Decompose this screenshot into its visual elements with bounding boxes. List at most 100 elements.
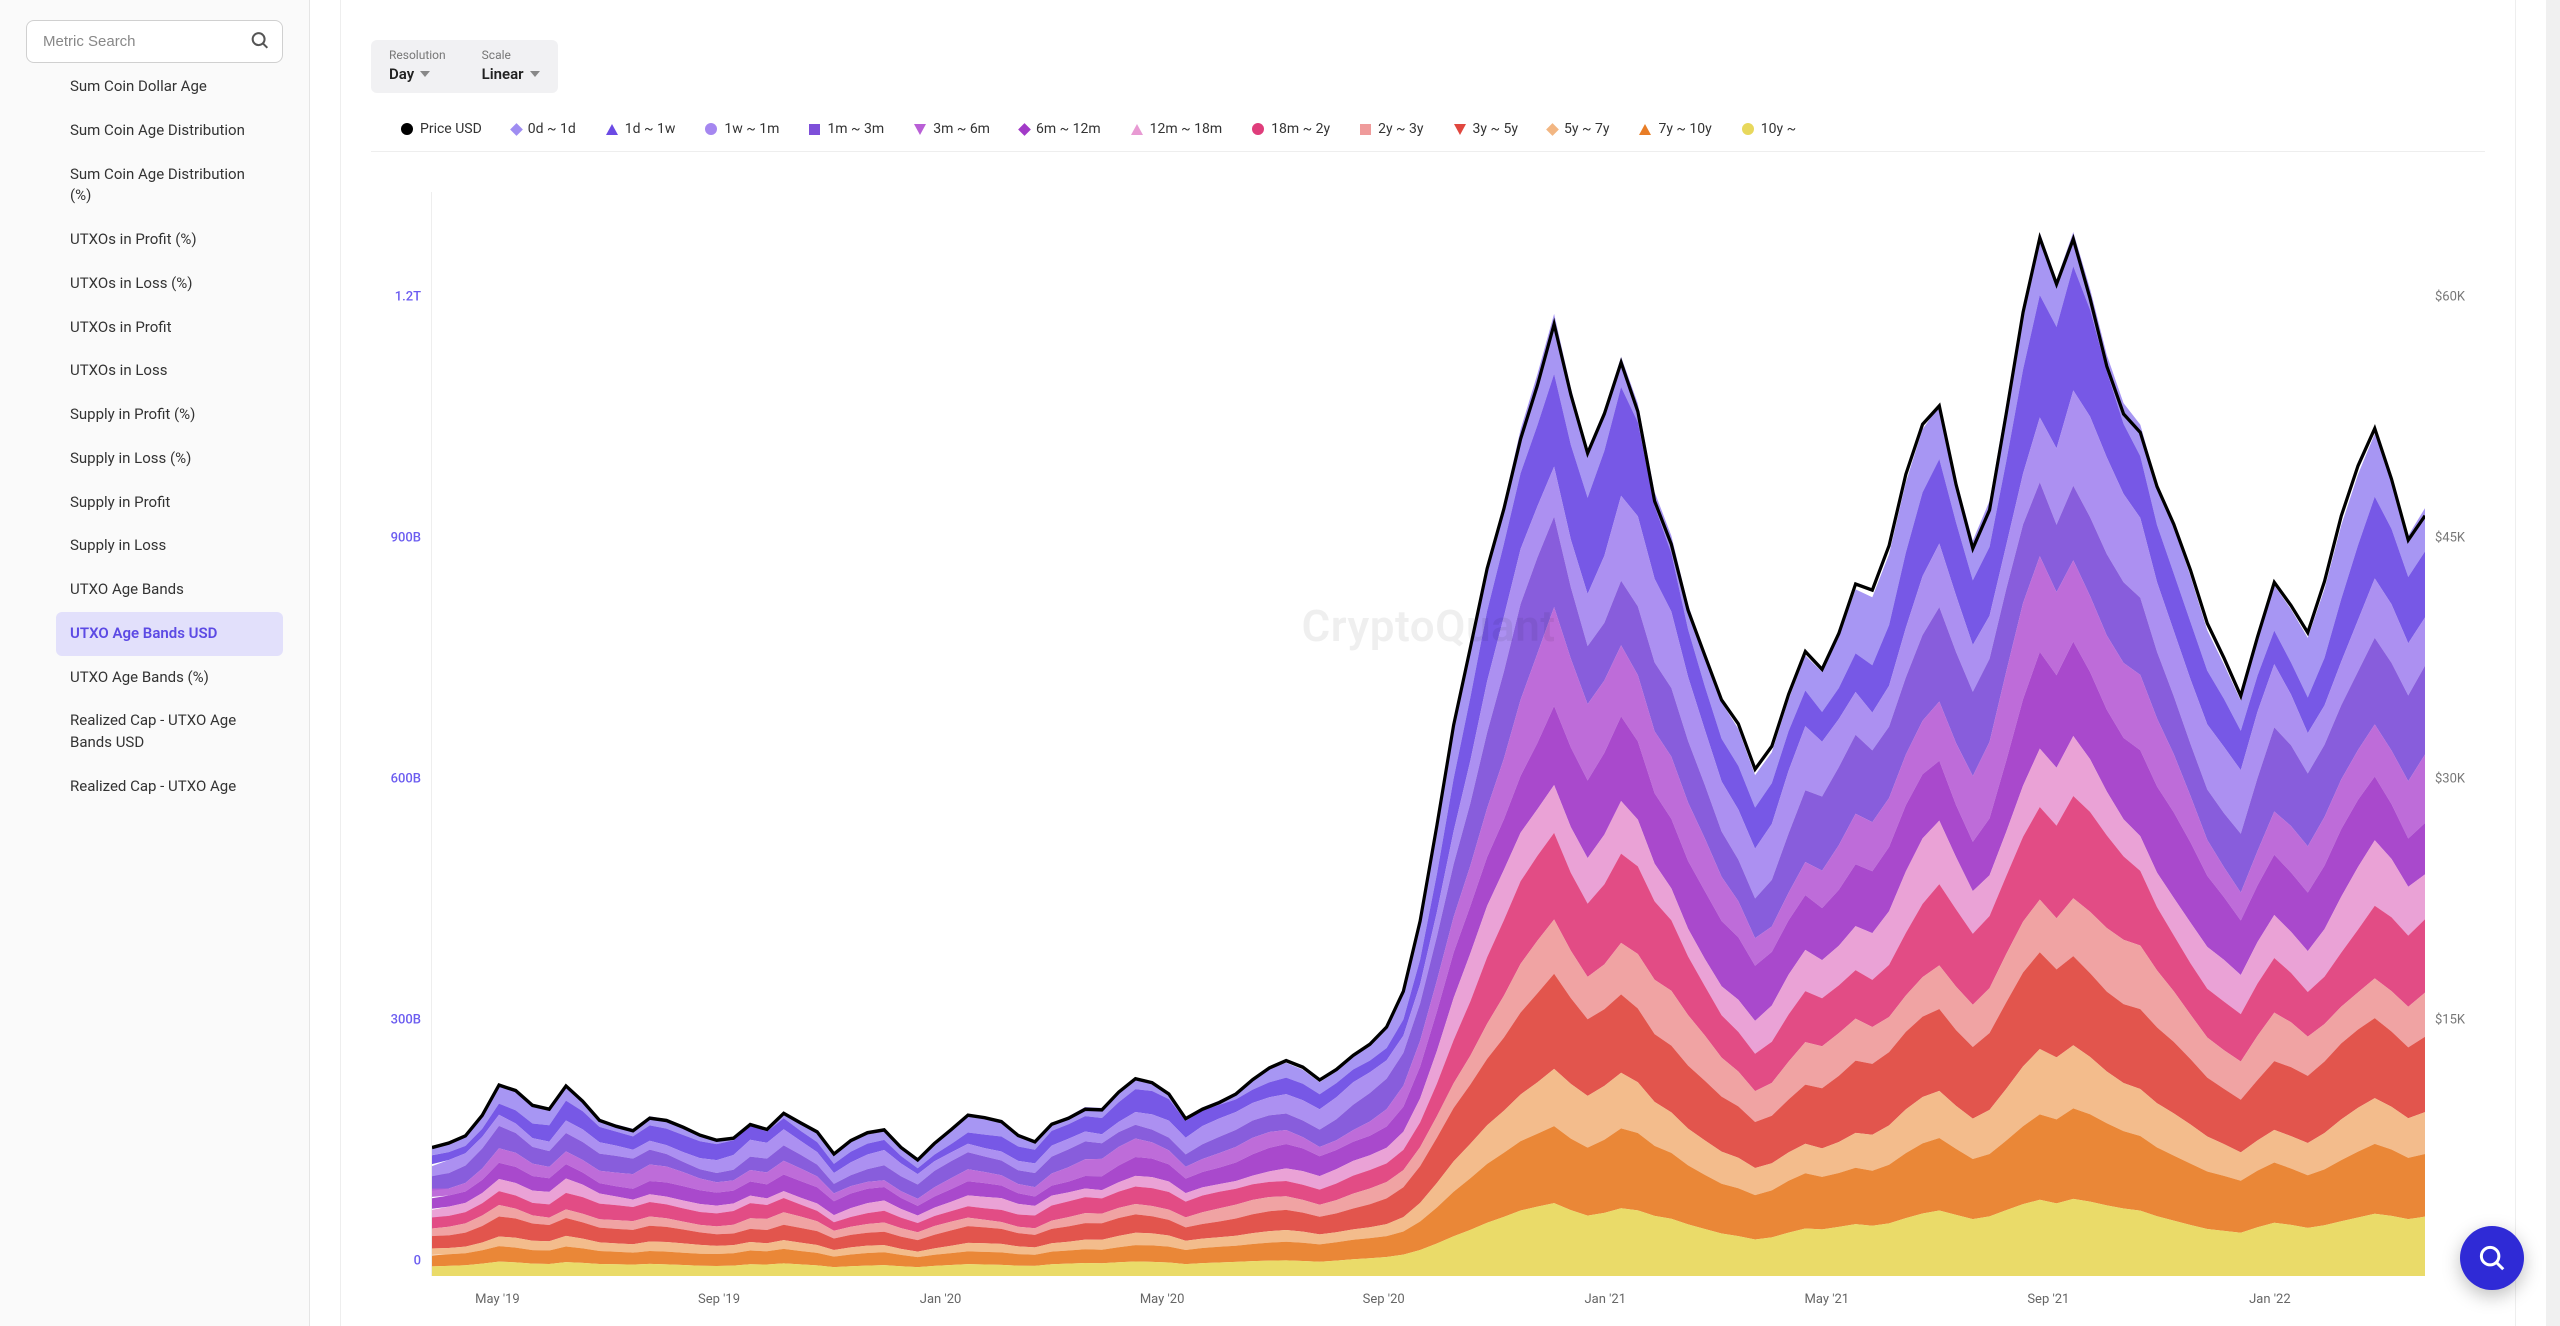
- x-tick: May '21: [1805, 1292, 1850, 1307]
- resolution-control[interactable]: Resolution Day: [371, 40, 464, 93]
- y-tick: $15K: [2435, 1013, 2465, 1028]
- y-tick: $60K: [2435, 290, 2465, 305]
- legend-label: 1m ~ 3m: [827, 121, 884, 137]
- legend-marker-icon: [1546, 123, 1559, 136]
- sidebar-item[interactable]: Sum Coin Age Distribution (%): [56, 153, 283, 219]
- x-tick: Jan '21: [1584, 1292, 1626, 1307]
- sidebar-item[interactable]: Supply in Profit (%): [56, 393, 283, 437]
- sidebar-item[interactable]: UTXOs in Loss (%): [56, 262, 283, 306]
- legend-label: 18m ~ 2y: [1271, 121, 1330, 137]
- x-axis: May '19 Sep '19 Jan '20 May '20 Sep '20 Jan '…: [371, 1286, 2485, 1316]
- app-root: Sum Coin Dollar AgeSum Coin Age Distribu…: [0, 0, 2560, 1326]
- legend-item[interactable]: 5y ~ 7y: [1548, 121, 1609, 137]
- legend-item[interactable]: 7y ~ 10y: [1639, 121, 1711, 137]
- y-tick: $30K: [2435, 772, 2465, 787]
- y-tick: 300B: [391, 1013, 421, 1028]
- legend-item[interactable]: 6m ~ 12m: [1020, 121, 1101, 137]
- scale-control[interactable]: Scale Linear: [464, 40, 558, 93]
- sidebar-item[interactable]: Realized Cap - UTXO Age: [56, 765, 283, 809]
- legend-label: 2y ~ 3y: [1378, 121, 1423, 137]
- sidebar-item[interactable]: UTXO Age Bands: [56, 568, 283, 612]
- resolution-value[interactable]: Day: [389, 65, 430, 83]
- legend-label: 10y ~: [1761, 121, 1796, 137]
- legend-label: 6m ~ 12m: [1036, 121, 1101, 137]
- sidebar-item[interactable]: Sum Coin Dollar Age: [56, 65, 283, 109]
- legend-marker-icon: [401, 123, 413, 135]
- legend-marker-icon: [1742, 123, 1754, 135]
- sidebar-item[interactable]: Supply in Loss: [56, 524, 283, 568]
- sidebar-item[interactable]: UTXOs in Profit (%): [56, 218, 283, 262]
- legend-marker-icon: [510, 123, 523, 136]
- chart: 0 300B 600B 900B 1.2T CryptoQuant $15K $30K $4…: [371, 152, 2485, 1286]
- y-axis-left: 0 300B 600B 900B 1.2T: [371, 192, 431, 1276]
- legend-item[interactable]: 0d ~ 1d: [512, 121, 576, 137]
- legend-label: 12m ~ 18m: [1150, 121, 1223, 137]
- chevron-down-icon: [530, 71, 540, 77]
- legend-label: 1w ~ 1m: [724, 121, 779, 137]
- x-tick: Sep '21: [2027, 1292, 2069, 1307]
- scale-value[interactable]: Linear: [482, 65, 540, 83]
- legend-item[interactable]: 1w ~ 1m: [705, 121, 779, 137]
- legend-marker-icon: [914, 124, 926, 135]
- search-icon[interactable]: [249, 29, 271, 54]
- sidebar-item[interactable]: UTXO Age Bands (%): [56, 656, 283, 700]
- legend-label: 3y ~ 5y: [1473, 121, 1518, 137]
- sidebar-item[interactable]: UTXOs in Loss: [56, 349, 283, 393]
- legend-item[interactable]: 18m ~ 2y: [1252, 121, 1330, 137]
- legend-marker-icon: [1131, 124, 1143, 135]
- x-tick: Sep '19: [698, 1292, 740, 1307]
- legend-marker-icon: [1252, 123, 1264, 135]
- chevron-down-icon: [420, 71, 430, 77]
- legend-marker-icon: [1018, 123, 1031, 136]
- scale-label: Scale: [482, 48, 540, 62]
- legend-marker-icon: [1454, 124, 1466, 135]
- chart-svg: [432, 192, 2425, 1276]
- legend-item[interactable]: 3m ~ 6m: [914, 121, 990, 137]
- sidebar-item[interactable]: Realized Cap - UTXO Age Bands USD: [56, 699, 283, 765]
- legend-item[interactable]: 12m ~ 18m: [1131, 121, 1223, 137]
- legend-marker-icon: [1639, 124, 1651, 135]
- legend-item[interactable]: 1d ~ 1w: [606, 121, 676, 137]
- legend-item[interactable]: 2y ~ 3y: [1360, 121, 1423, 137]
- legend-item[interactable]: 3y ~ 5y: [1454, 121, 1518, 137]
- sidebar-item[interactable]: UTXO Age Bands USD: [56, 612, 283, 656]
- legend-item[interactable]: 10y ~: [1742, 121, 1796, 137]
- sidebar-item[interactable]: Supply in Loss (%): [56, 437, 283, 481]
- search-input[interactable]: [26, 20, 283, 63]
- y-tick: 1.2T: [395, 290, 421, 305]
- scale-value-text: Linear: [482, 65, 524, 83]
- sidebar-list: Sum Coin Dollar AgeSum Coin Age Distribu…: [26, 65, 283, 809]
- resolution-label: Resolution: [389, 48, 446, 62]
- legend-label: 5y ~ 7y: [1564, 121, 1609, 137]
- legend-marker-icon: [1360, 124, 1371, 135]
- legend-label: Price USD: [420, 121, 482, 137]
- sidebar: Sum Coin Dollar AgeSum Coin Age Distribu…: [0, 0, 310, 1326]
- resolution-value-text: Day: [389, 65, 414, 83]
- help-fab[interactable]: [2460, 1226, 2524, 1290]
- legend-item[interactable]: 1m ~ 3m: [809, 121, 884, 137]
- legend-item[interactable]: Price USD: [401, 121, 482, 137]
- main-inner: Resolution Day Scale Linear Price USD 0d …: [340, 0, 2516, 1326]
- main: Resolution Day Scale Linear Price USD 0d …: [310, 0, 2546, 1326]
- y-tick: $45K: [2435, 531, 2465, 546]
- x-tick: May '20: [1140, 1292, 1185, 1307]
- search-box: [26, 20, 283, 63]
- sidebar-item[interactable]: Sum Coin Age Distribution: [56, 109, 283, 153]
- legend-marker-icon: [705, 123, 717, 135]
- legend: Price USD 0d ~ 1d 1d ~ 1w 1w ~ 1m 1m ~ 3m 3m …: [371, 103, 2485, 152]
- plot-area[interactable]: CryptoQuant: [431, 192, 2425, 1276]
- legend-label: 0d ~ 1d: [528, 121, 576, 137]
- sidebar-item[interactable]: Supply in Profit: [56, 481, 283, 525]
- y-tick: 0: [414, 1254, 421, 1269]
- y-axis-right: $15K $30K $45K $60K: [2425, 192, 2485, 1276]
- scrollbar[interactable]: [2546, 0, 2560, 1326]
- x-tick: May '19: [475, 1292, 520, 1307]
- y-tick: 600B: [391, 772, 421, 787]
- y-tick: 900B: [391, 531, 421, 546]
- x-tick: Sep '20: [1363, 1292, 1405, 1307]
- x-tick: Jan '20: [920, 1292, 962, 1307]
- legend-marker-icon: [606, 124, 618, 135]
- chart-controls: Resolution Day Scale Linear: [371, 40, 2485, 93]
- legend-label: 3m ~ 6m: [933, 121, 990, 137]
- sidebar-item[interactable]: UTXOs in Profit: [56, 306, 283, 350]
